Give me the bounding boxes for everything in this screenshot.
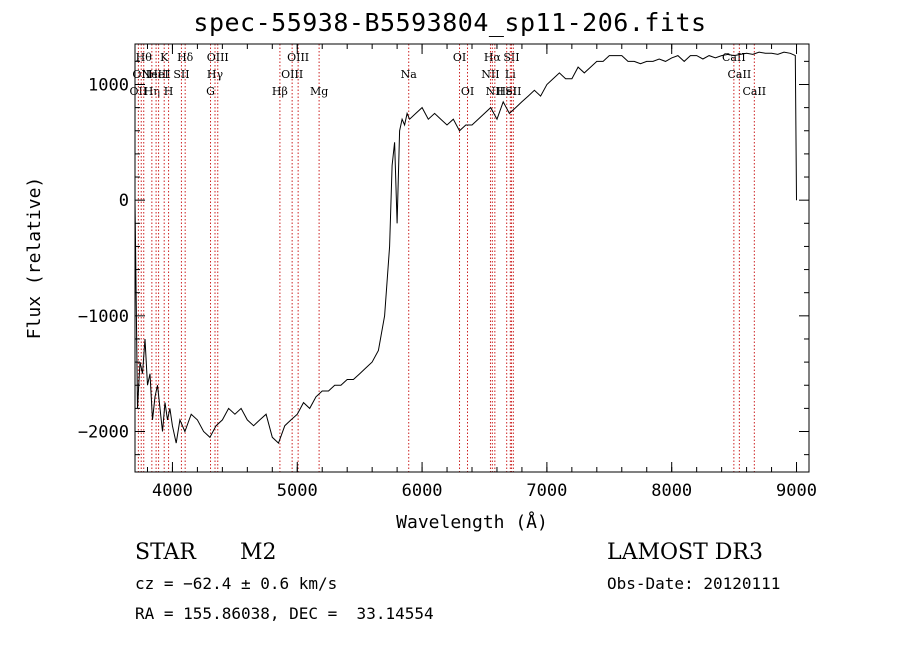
line-label-17: Na bbox=[401, 68, 418, 81]
y-tick-label-3: 1000 bbox=[88, 75, 129, 95]
line-label-13: Hβ bbox=[272, 85, 288, 98]
line-label-21: Hα bbox=[484, 51, 502, 64]
x-tick-label-4: 8000 bbox=[651, 481, 692, 501]
line-label-20: NII bbox=[481, 68, 499, 81]
redshift-text: cz = −62.4 ± 0.6 km/s bbox=[135, 574, 338, 593]
spectrum-line bbox=[134, 51, 797, 444]
line-label-2: Hθ bbox=[136, 51, 153, 64]
x-tick-label-3: 7000 bbox=[526, 481, 567, 501]
line-label-18: OI bbox=[453, 51, 466, 64]
line-label-5: HeI bbox=[148, 68, 168, 81]
line-label-8: SII bbox=[173, 68, 189, 81]
line-label-7: H bbox=[164, 85, 174, 98]
survey-label: LAMOST DR3 bbox=[607, 540, 763, 565]
line-label-22: NII bbox=[486, 85, 504, 98]
x-tick-label-1: 5000 bbox=[277, 481, 318, 501]
line-label-0: OII bbox=[130, 85, 148, 98]
chart-title: spec-55938-B5593804_sp11-206.fits bbox=[193, 8, 707, 37]
coordinates-text: RA = 155.86038, DEC = 33.14554 bbox=[135, 604, 434, 623]
line-label-9: Hδ bbox=[177, 51, 194, 64]
line-label-1: OII bbox=[132, 68, 150, 81]
line-label-11: Hγ bbox=[207, 68, 224, 81]
x-tick-label-2: 6000 bbox=[402, 481, 443, 501]
y-axis-label: Flux (relative) bbox=[24, 177, 45, 340]
obs-date-text: Obs-Date: 20120111 bbox=[607, 574, 781, 593]
line-label-25: SII bbox=[503, 51, 519, 64]
line-label-10: G bbox=[206, 85, 215, 98]
line-label-12: OIII bbox=[207, 51, 229, 64]
line-label-24: Li bbox=[505, 68, 516, 81]
line-label-29: CaII bbox=[742, 85, 766, 98]
object-subclass: M2 bbox=[240, 540, 277, 565]
line-label-27: CaII bbox=[722, 51, 746, 64]
x-tick-label-0: 4000 bbox=[152, 481, 193, 501]
object-class: STAR bbox=[135, 540, 196, 565]
plot-frame bbox=[134, 43, 810, 473]
line-label-26: SII bbox=[505, 85, 521, 98]
line-label-3: Hη bbox=[144, 85, 160, 98]
line-label-6: K bbox=[160, 51, 169, 64]
line-label-16: Mg bbox=[310, 85, 328, 98]
line-label-23: HeI bbox=[496, 85, 516, 98]
line-label-4: NeIII bbox=[142, 68, 171, 81]
y-tick-label-1: −1000 bbox=[78, 307, 129, 327]
line-label-14: OIII bbox=[281, 68, 303, 81]
line-label-28: CaII bbox=[728, 68, 752, 81]
line-label-19: OI bbox=[461, 85, 474, 98]
line-label-15: OIII bbox=[287, 51, 309, 64]
y-tick-label-0: −2000 bbox=[78, 423, 129, 443]
x-tick-label-5: 9000 bbox=[776, 481, 817, 501]
y-tick-label-2: 0 bbox=[119, 191, 129, 211]
x-axis-label: Wavelength (Å) bbox=[396, 511, 548, 533]
